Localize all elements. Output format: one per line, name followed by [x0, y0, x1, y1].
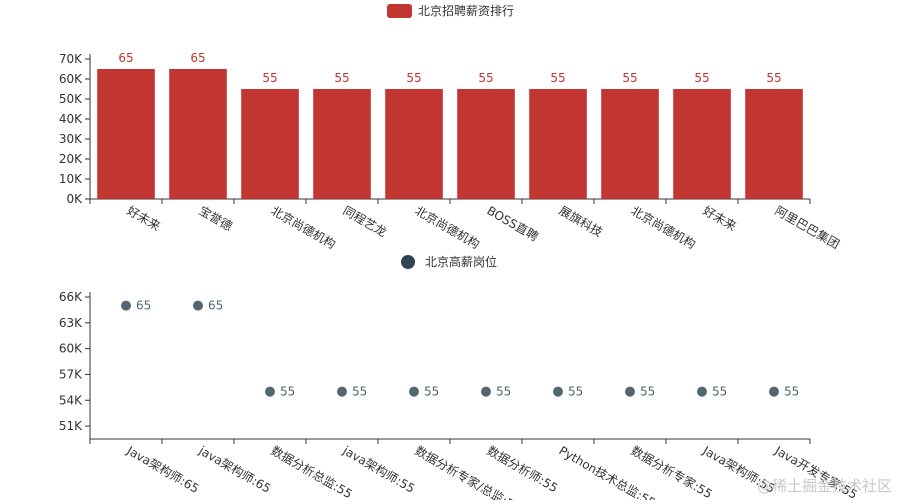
watermark-text: @稀土掘金技术社区 [757, 477, 892, 495]
x-tick-label: 阿里巴巴集团 [773, 203, 843, 252]
scatter-point [697, 386, 707, 397]
scatter-point [409, 386, 419, 397]
scatter-legend-label: 北京高薪岗位 [425, 254, 497, 269]
y-tick-label: 54K [59, 393, 83, 407]
scatter-point [337, 386, 347, 397]
x-tick-label: 同程艺龙 [341, 203, 390, 240]
bar-legend-swatch [387, 4, 412, 18]
x-tick-label: 北京尚德机构 [413, 203, 483, 252]
y-tick-label: 66K [59, 290, 83, 304]
scatter-point [553, 386, 563, 397]
y-tick-label: 30K [59, 132, 83, 146]
bar [385, 89, 443, 199]
x-tick-label: 好未来 [701, 203, 739, 233]
scatter-data-label: 55 [352, 385, 367, 399]
y-tick-label: 57K [59, 367, 83, 381]
scatter-data-label: 55 [568, 385, 583, 399]
x-tick-label: Java架构师:65 [124, 442, 202, 496]
bar-data-label: 55 [406, 71, 421, 85]
bar-data-label: 65 [118, 51, 133, 65]
x-tick-label: 北京尚德机构 [269, 203, 339, 252]
y-tick-label: 63K [59, 316, 83, 330]
bar [457, 89, 515, 199]
y-tick-label: 40K [59, 112, 83, 126]
y-tick-label: 10K [59, 172, 83, 186]
bar-data-label: 55 [334, 71, 349, 85]
scatter-point [481, 386, 491, 397]
bar-data-label: 55 [766, 71, 781, 85]
bar [169, 69, 227, 199]
x-tick-label: java架构师:65 [196, 442, 274, 496]
scatter-point [121, 300, 131, 311]
scatter-data-label: 55 [424, 385, 439, 399]
bar-legend-label: 北京招聘薪资排行 [418, 4, 514, 18]
y-tick-label: 60K [59, 342, 83, 356]
x-tick-label: 宝誉德 [197, 203, 236, 234]
y-tick-label: 0K [66, 192, 83, 206]
scatter-legend: 北京高薪岗位 [401, 254, 497, 269]
scatter-data-label: 55 [784, 385, 799, 399]
bar-data-label: 65 [190, 51, 205, 65]
scatter-legend-marker [401, 255, 415, 269]
x-tick-label: 北京尚德机构 [629, 203, 699, 252]
x-tick-label: 好未来 [125, 203, 163, 233]
y-tick-label: 60K [59, 72, 83, 86]
bar [97, 69, 155, 199]
scatter-point [265, 386, 275, 397]
bar-data-label: 55 [550, 71, 565, 85]
y-tick-label: 50K [59, 92, 83, 106]
scatter-chart: 北京高薪岗位 51K 54K 57K 60K 63K 66K Java架构师:65java架构… [59, 254, 860, 504]
bar-data-label: 55 [478, 71, 493, 85]
scatter-data-label: 55 [640, 385, 655, 399]
scatter-data-label: 55 [712, 385, 727, 399]
scatter-point [625, 386, 635, 397]
bar [529, 89, 587, 199]
scatter-data-label: 55 [280, 385, 295, 399]
bar [601, 89, 659, 199]
bar [313, 89, 371, 199]
scatter-data-label: 65 [136, 299, 151, 313]
x-tick-label: BOSS直聘 [485, 203, 541, 243]
bar-data-label: 55 [622, 71, 637, 85]
bar [241, 89, 299, 199]
scatter-data-label: 65 [208, 299, 223, 313]
y-tick-label: 70K [59, 52, 83, 66]
x-tick-label: 展旗科技 [557, 203, 606, 240]
scatter-point [193, 300, 203, 311]
scatter-point [769, 386, 779, 397]
bar-data-label: 55 [262, 71, 277, 85]
bar [673, 89, 731, 199]
bar-data-label: 55 [694, 71, 709, 85]
bar [745, 89, 803, 199]
bar-legend: 北京招聘薪资排行 [387, 4, 514, 18]
y-tick-label: 51K [59, 419, 83, 433]
bar-chart: 北京招聘薪资排行 0K 10K 20K 30K 40K 50K 60K 70K 好未来 宝誉德 北京尚… [59, 4, 843, 252]
y-tick-label: 20K [59, 152, 83, 166]
scatter-data-label: 55 [496, 385, 511, 399]
